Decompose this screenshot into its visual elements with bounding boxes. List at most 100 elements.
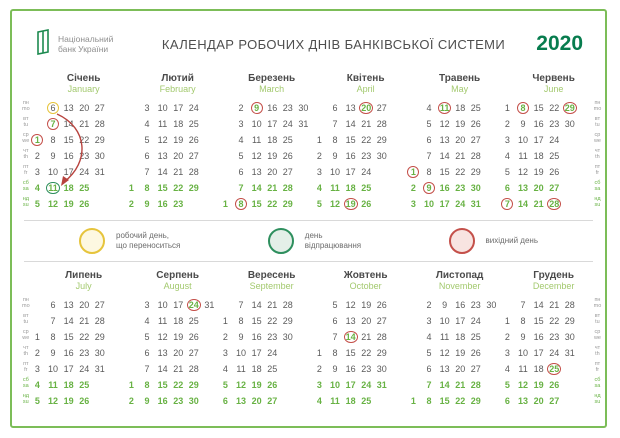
day-cell: 4 (222, 364, 228, 374)
day-cell: 14 (518, 199, 529, 209)
week-row: 5 12 19 26 (312, 196, 406, 212)
day-cell: 12 (157, 135, 168, 145)
month-grid: 6 13 20 27 7 14 21 28 1 8 15 22 29 2 9 16 23 30 3 10 17 24 31 4… (30, 297, 124, 409)
day-cell (312, 313, 328, 329)
day-cell: 5 (144, 332, 150, 342)
day-cell: 8 (50, 135, 56, 145)
day-cell (390, 377, 406, 393)
day-cell: 26 (79, 396, 90, 406)
day-cell (202, 329, 218, 345)
day-cell (124, 132, 140, 148)
day-cell: 31 (94, 364, 105, 374)
week-row: 3 10 17 24 31 (30, 361, 124, 377)
week-row: 3 10 17 24 (312, 164, 406, 180)
day-cell (484, 361, 500, 377)
day-cell: 13 (63, 103, 74, 113)
day-cell: 20 (533, 396, 544, 406)
day-cell: 28 (546, 196, 562, 212)
day-cell: 20 (79, 103, 90, 113)
week-row: 6 13 20 27 (218, 164, 312, 180)
day-cell: 30 (94, 151, 105, 161)
day-cell (390, 313, 406, 329)
day-cell (108, 132, 124, 148)
day-cell: 5 (34, 396, 40, 406)
week-row: 2 9 16 23 30 (30, 148, 124, 164)
day-cell: 19 (173, 332, 184, 342)
day-cell: 13 (439, 135, 450, 145)
day-cell: 11 (251, 135, 262, 145)
day-cell (296, 393, 312, 409)
day-cell: 17 (439, 199, 450, 209)
day-cell: 20 (173, 348, 184, 358)
day-cell: 28 (470, 151, 481, 161)
day-cell: 19 (455, 348, 466, 358)
day-cell: 12 (518, 380, 529, 390)
day-cell: 9 (249, 100, 265, 116)
day-cell: 21 (455, 151, 466, 161)
red-circle-marker: 28 (547, 197, 562, 211)
day-cell (578, 180, 594, 196)
month-name-en: March (259, 84, 285, 94)
day-cell: 25 (282, 135, 293, 145)
day-cell: 21 (79, 119, 90, 129)
day-cell: 31 (564, 348, 575, 358)
day-cell: 7 (500, 196, 516, 212)
day-cell: 23 (470, 300, 481, 310)
day-cell (562, 196, 578, 212)
day-cell: 12 (345, 300, 356, 310)
day-cell (296, 345, 312, 361)
day-cell: 4 (34, 183, 40, 193)
day-cell: 6 (332, 316, 338, 326)
day-cell: 24 (79, 167, 90, 177)
day-cell: 30 (376, 364, 387, 374)
day-cell: 29 (470, 396, 481, 406)
month-name-en: October (349, 281, 382, 291)
day-cell (578, 297, 594, 313)
day-cell (186, 196, 202, 212)
day-cell: 31 (376, 380, 387, 390)
day-cell (30, 297, 46, 313)
day-cell (202, 164, 218, 180)
day-cell: 28 (282, 183, 293, 193)
day-cell: 12 (251, 151, 262, 161)
legend-line: вихідний день (485, 235, 538, 245)
day-cell: 23 (549, 332, 560, 342)
day-cell (578, 361, 594, 377)
week-row: 7 14 21 28 (312, 329, 406, 345)
day-cell (92, 377, 108, 393)
day-cell: 11 (518, 364, 528, 374)
red-circle-marker: 24 (186, 298, 201, 312)
day-cell: 21 (79, 316, 90, 326)
day-cell: 11 (518, 151, 528, 161)
day-cell: 26 (376, 300, 387, 310)
red-circle-marker: 9 (250, 101, 263, 115)
day-cell: 20 (533, 183, 544, 193)
red-circle-marker: 1 (407, 165, 420, 179)
day-cell: 26 (188, 135, 199, 145)
day-cell (296, 148, 312, 164)
week-row: 5 12 19 26 (30, 393, 124, 409)
day-cell: 19 (533, 380, 544, 390)
day-cell: 29 (188, 183, 199, 193)
weekday-label-th: чт th (594, 345, 601, 358)
day-cell (202, 180, 218, 196)
day-cell (92, 180, 108, 196)
day-cell: 2 (238, 103, 244, 113)
day-cell: 1 (222, 199, 228, 209)
months-row-bottom: Липень July 6 13 20 27 7 14 21 28 1 8 15 22 29 2 9 16 23 30… (30, 270, 594, 409)
month-name-en: January (67, 84, 100, 94)
month-header: Грудень December (500, 270, 594, 297)
day-cell: 25 (546, 361, 562, 377)
month-name-ua: Липень (65, 270, 103, 281)
week-row: 4 11 18 25 (124, 313, 218, 329)
day-cell: 15 (439, 167, 450, 177)
day-cell (218, 297, 234, 313)
week-row: 6 13 20 27 (218, 393, 312, 409)
day-cell (296, 180, 312, 196)
day-cell: 14 (533, 300, 544, 310)
day-cell (406, 377, 422, 393)
red-circle-marker: 20 (359, 101, 374, 115)
red-circle-marker: 19 (343, 197, 358, 211)
day-cell: 1 (222, 316, 228, 326)
day-cell: 6 (426, 135, 432, 145)
